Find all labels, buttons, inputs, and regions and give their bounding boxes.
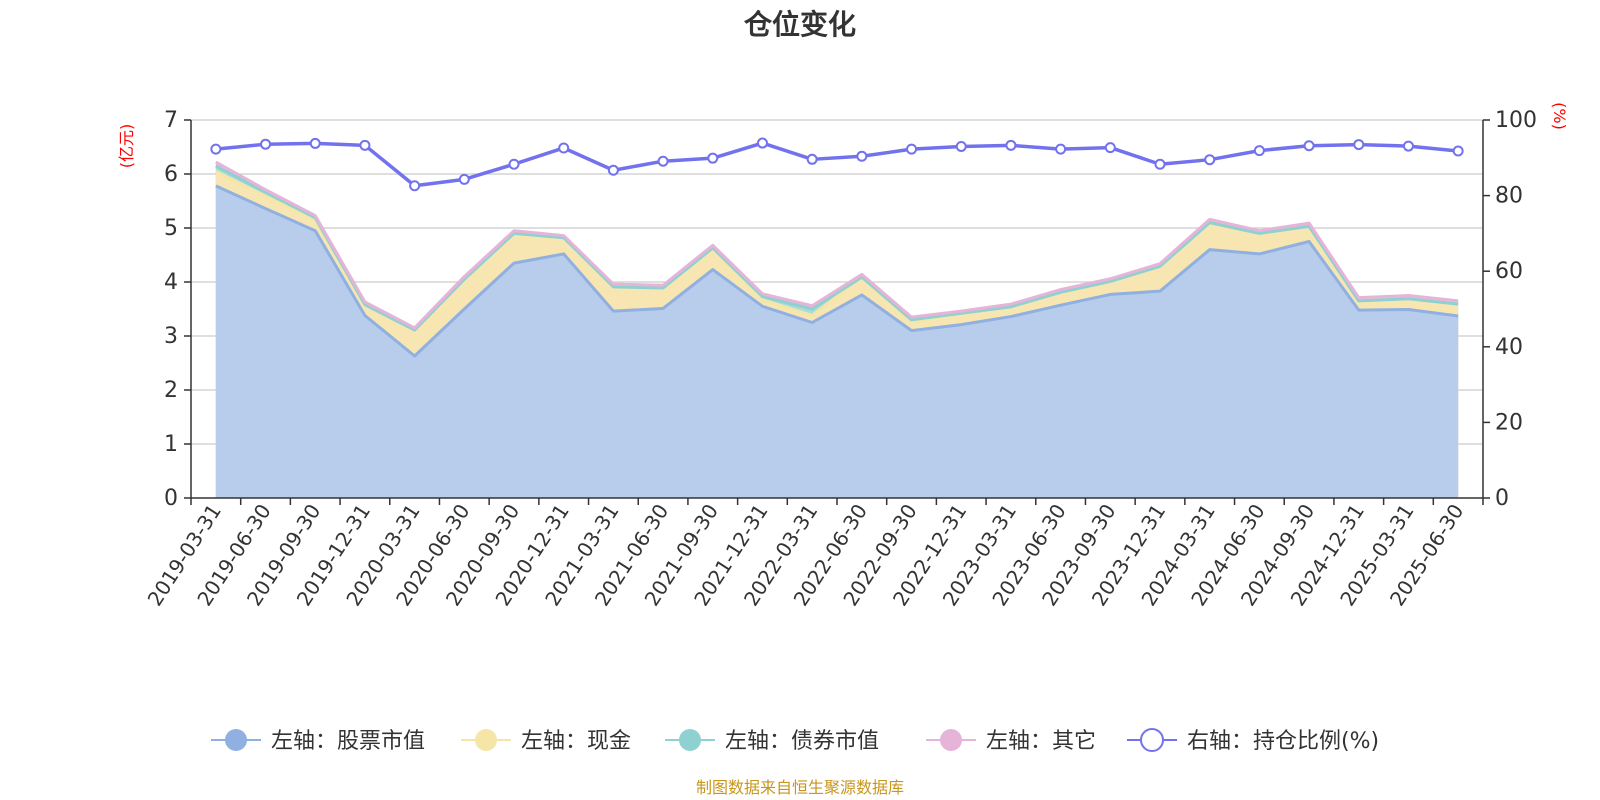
- right-tick-label: 80: [1495, 184, 1523, 209]
- ratio-point[interactable]: [607, 164, 619, 176]
- area-series: [215, 160, 1459, 499]
- ratio-point[interactable]: [955, 140, 967, 152]
- left-tick-label: 6: [164, 162, 178, 187]
- left-tick-label: 5: [164, 216, 178, 241]
- ratio-point[interactable]: [210, 143, 222, 155]
- left-tick-label: 3: [164, 324, 178, 349]
- legend-item[interactable]: 左轴：现金: [461, 729, 631, 754]
- right-tick-label: 40: [1495, 335, 1523, 360]
- ratio-point[interactable]: [409, 180, 421, 192]
- ratio-point[interactable]: [1055, 143, 1067, 155]
- ratio-point[interactable]: [657, 155, 669, 167]
- left-tick-label: 7: [164, 108, 178, 133]
- ratio-point[interactable]: [1303, 140, 1315, 152]
- ratio-point[interactable]: [856, 150, 868, 162]
- legend-item[interactable]: 左轴：其它: [926, 729, 1096, 754]
- legend-label: 左轴：债券市值: [725, 729, 879, 754]
- area-series-line: [215, 164, 1459, 332]
- ratio-point[interactable]: [1452, 145, 1464, 157]
- area-series-line: [215, 160, 1459, 330]
- left-axis-unit: (亿元): [117, 124, 136, 169]
- right-tick-label: 60: [1495, 259, 1523, 284]
- ratio-point[interactable]: [359, 139, 371, 151]
- legend-item[interactable]: 左轴：债券市值: [665, 729, 879, 754]
- legend-label: 左轴：其它: [986, 729, 1096, 754]
- left-tick-label: 0: [164, 486, 178, 511]
- ratio-point[interactable]: [508, 158, 520, 170]
- ratio-point[interactable]: [558, 142, 570, 154]
- ratio-point[interactable]: [1005, 139, 1017, 151]
- left-tick-label: 1: [164, 432, 178, 457]
- legend-label: 右轴：持仓比例(%): [1187, 729, 1379, 754]
- ratio-point[interactable]: [1154, 158, 1166, 170]
- area-series-line: [215, 184, 1459, 358]
- legend-label: 左轴：股票市值: [271, 729, 425, 754]
- legend-marker: [679, 729, 701, 751]
- ratio-point[interactable]: [707, 152, 719, 164]
- ratio-point[interactable]: [806, 153, 818, 165]
- legend-label: 左轴：现金: [521, 729, 631, 754]
- legend-marker: [1140, 728, 1164, 752]
- legend-marker: [940, 729, 962, 751]
- legend-item[interactable]: 右轴：持仓比例(%): [1127, 728, 1379, 754]
- ratio-point[interactable]: [906, 143, 918, 155]
- ratio-line: [215, 141, 1459, 188]
- right-axis-unit: (%): [1550, 102, 1569, 130]
- position-ratio-line: [210, 137, 1464, 192]
- right-tick-label: 20: [1495, 410, 1523, 435]
- left-tick-label: 2: [164, 378, 178, 403]
- ratio-point[interactable]: [756, 137, 768, 149]
- ratio-point[interactable]: [1204, 154, 1216, 166]
- legend-marker: [475, 729, 497, 751]
- chart-title: 仓位变化: [744, 8, 856, 41]
- right-tick-label: 0: [1495, 486, 1509, 511]
- legend[interactable]: 左轴：股票市值 左轴：现金 左轴：债券市值 左轴：其它 右轴：持仓比例(%): [211, 728, 1379, 754]
- data-source-note: 制图数据来自恒生聚源数据库: [696, 778, 904, 797]
- right-tick-label: 100: [1495, 108, 1537, 133]
- legend-marker: [225, 729, 247, 751]
- area-fill: [215, 185, 1459, 498]
- ratio-point[interactable]: [1104, 142, 1116, 154]
- ratio-point[interactable]: [458, 173, 470, 185]
- ratio-point[interactable]: [309, 137, 321, 149]
- ratio-point[interactable]: [260, 138, 272, 150]
- ratio-point[interactable]: [1253, 145, 1265, 157]
- left-tick-label: 4: [164, 270, 178, 295]
- legend-item[interactable]: 左轴：股票市值: [211, 729, 425, 754]
- ratio-point[interactable]: [1402, 140, 1414, 152]
- ratio-point[interactable]: [1353, 139, 1365, 151]
